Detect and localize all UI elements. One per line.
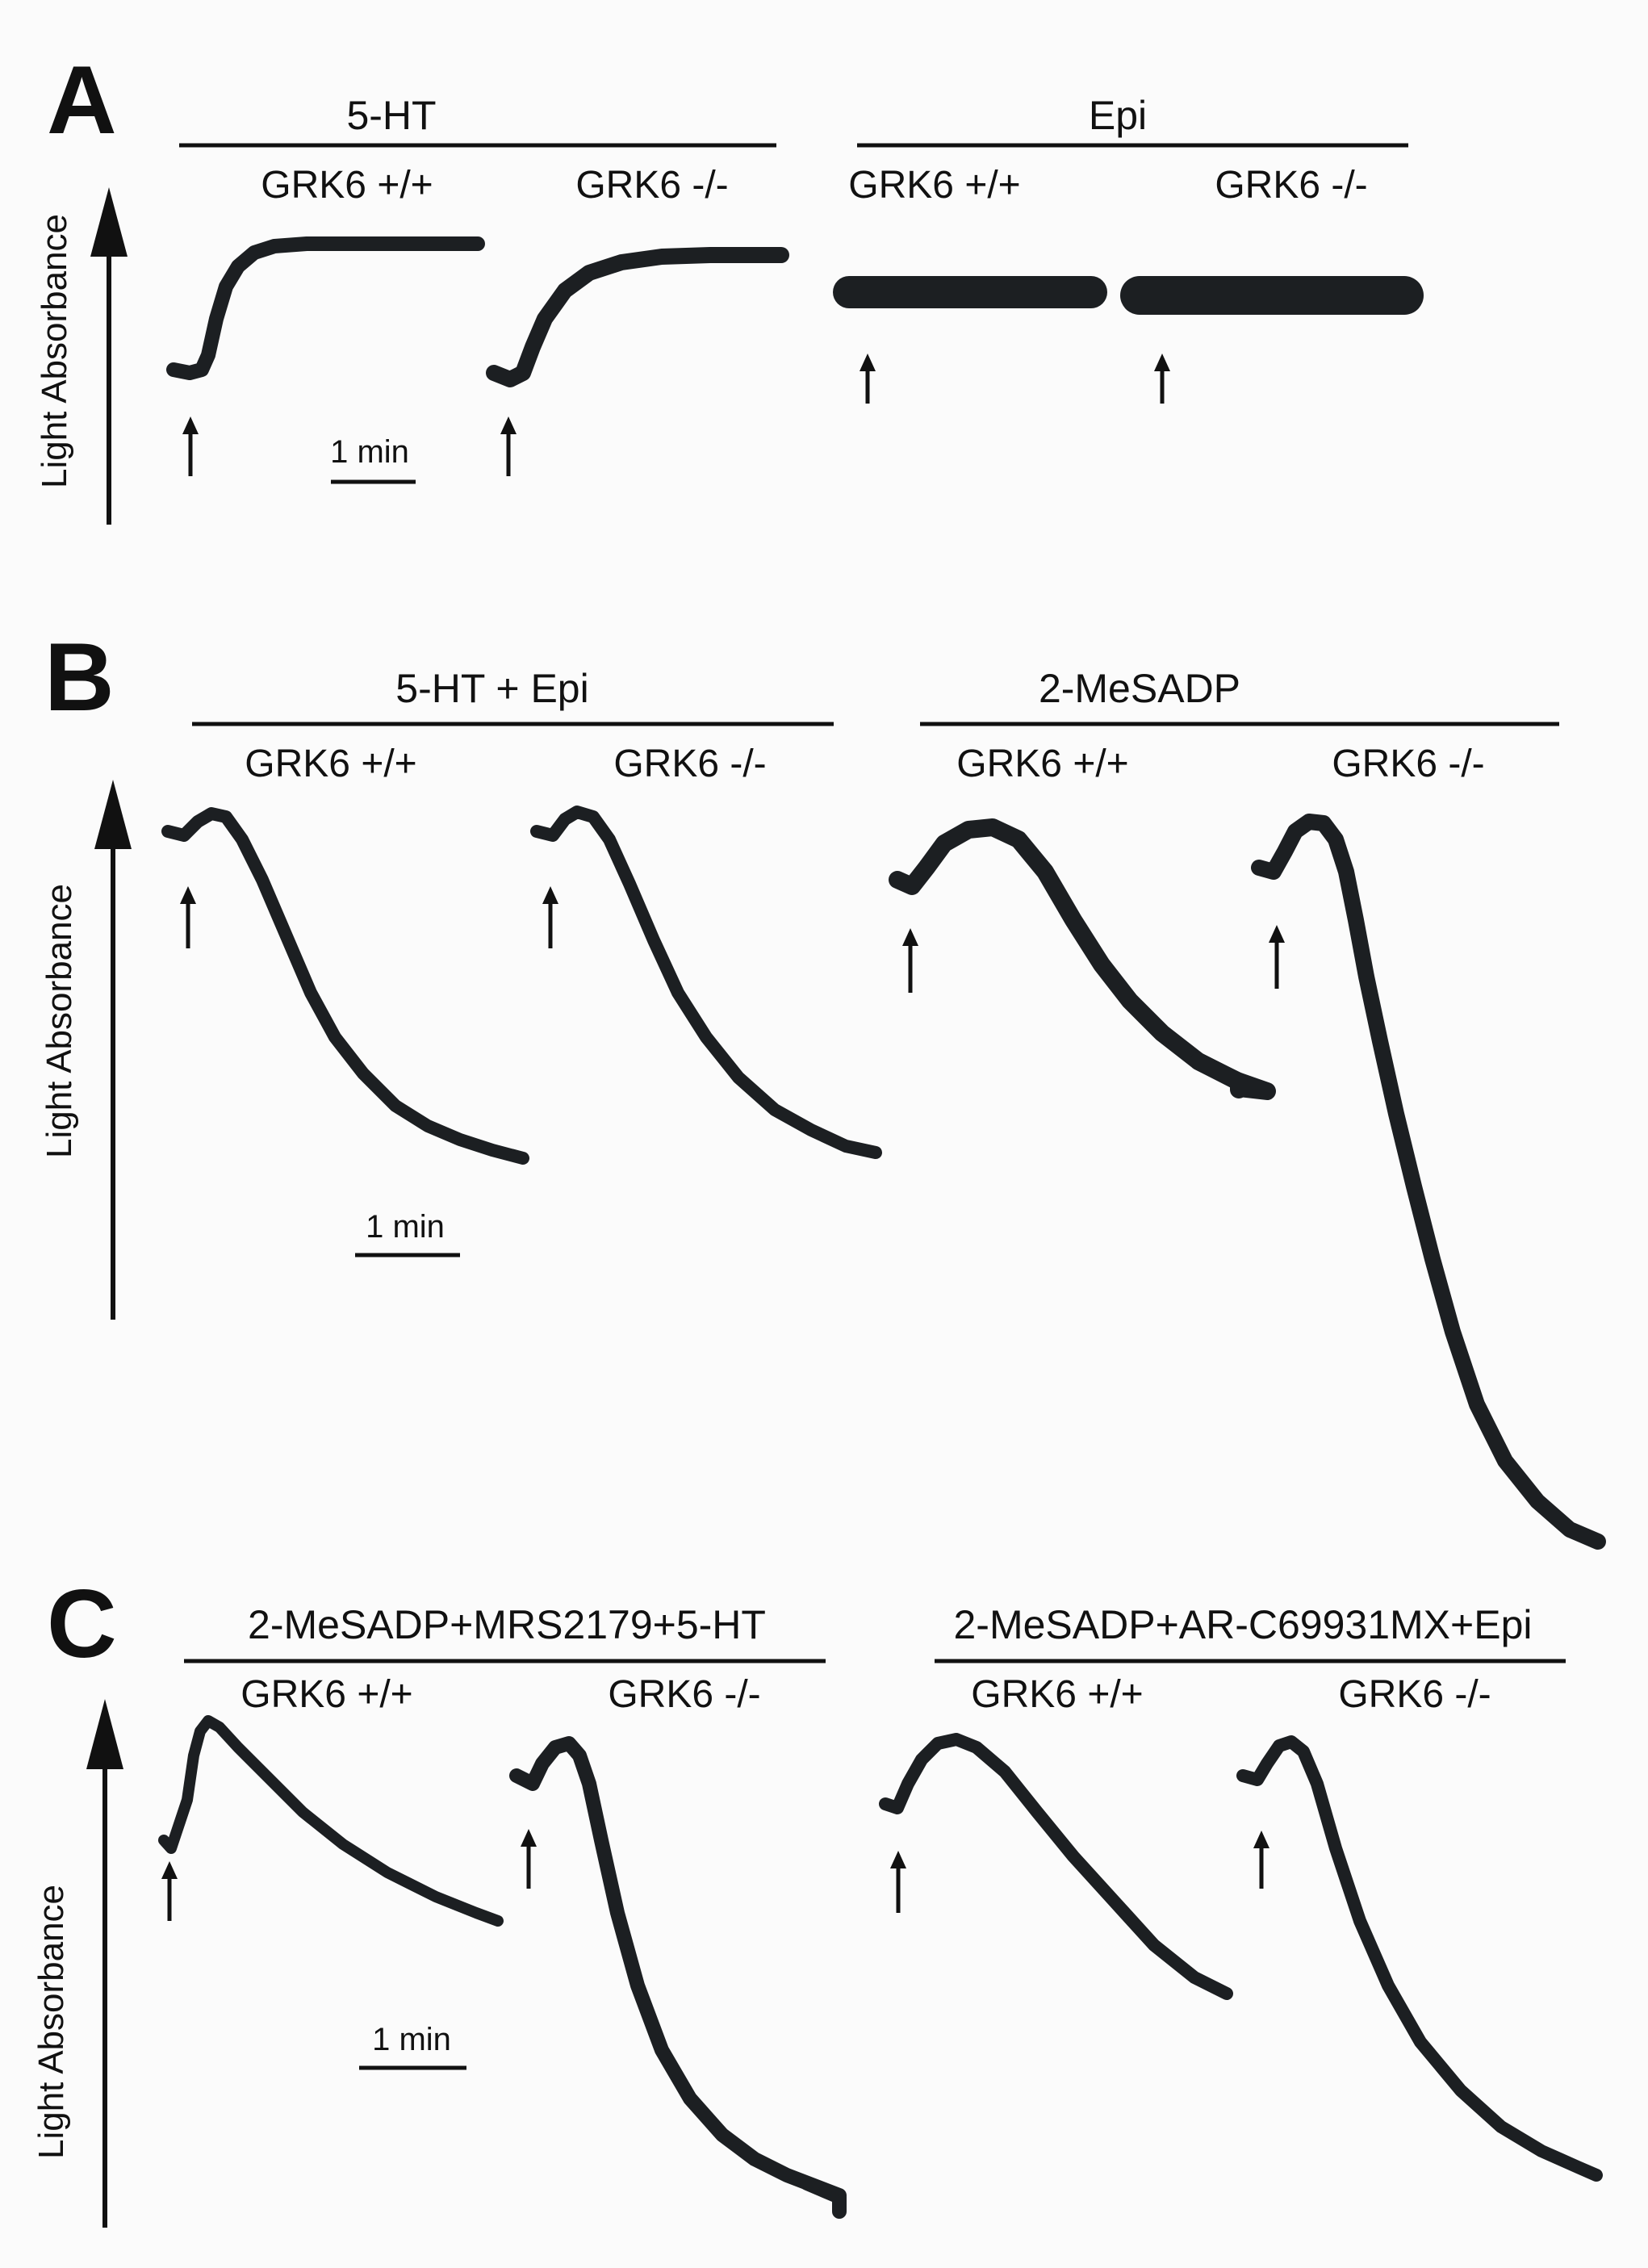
condition-label-c1: 2-MeSADP+MRS2179+5-HT — [248, 1602, 766, 1647]
trace-c3-wt — [879, 1733, 1233, 2000]
trace-c2-ko-tail — [800, 2176, 847, 2219]
stimulus-arrow-b1-wt — [180, 886, 196, 948]
y-axis-arrowhead-a — [90, 187, 128, 257]
genotype-label-b2-wt: GRK6 +/+ — [956, 743, 1128, 785]
stimulus-arrow-c1-wt — [161, 1861, 178, 1921]
condition-label-a2: Epi — [1089, 93, 1147, 138]
trace-b3-wt — [889, 818, 1276, 1100]
genotype-label-c1-wt: GRK6 +/+ — [241, 1673, 412, 1716]
panel-c: C Light Absorbance 2-MeSADP+MRS2179+5-HT… — [31, 1570, 1603, 2228]
stimulus-arrow-c4-ko — [1253, 1831, 1269, 1889]
genotype-label-a2-wt: GRK6 +/+ — [848, 164, 1020, 207]
condition-label-b1: 5-HT + Epi — [395, 666, 588, 711]
trace-c2-ko — [509, 1736, 847, 2203]
y-axis-label-c: Light Absorbance — [31, 1885, 71, 2159]
trace-c4-ko — [1236, 1735, 1603, 2182]
genotype-label-c2-wt: GRK6 +/+ — [971, 1673, 1143, 1716]
stimulus-arrow-b2-ko — [542, 886, 558, 948]
condition-label-b2: 2-MeSADP — [1039, 666, 1240, 711]
scale-bar-label-a: 1 min — [330, 434, 409, 470]
stimulus-arrow-a2-ko — [500, 416, 517, 476]
scale-bar-label-b: 1 min — [366, 1209, 445, 1245]
condition-label-c2: 2-MeSADP+AR-C69931MX+Epi — [954, 1602, 1533, 1647]
trace-b1-wt — [161, 807, 529, 1165]
stimulus-arrow-a3-wt — [860, 354, 876, 404]
stimulus-arrow-c3-wt — [890, 1851, 906, 1913]
stimulus-arrow-c2-ko — [521, 1829, 537, 1889]
panel-b: B Light Absorbance 5-HT + Epi GRK6 +/+ G… — [40, 623, 1606, 1550]
trace-c1-wt — [158, 1715, 504, 1927]
y-axis-label-b: Light Absorbance — [40, 884, 79, 1158]
trace-b3-wt-end — [1190, 1052, 1248, 1098]
stimulus-arrow-a1-wt — [182, 416, 199, 476]
condition-label-a1: 5-HT — [346, 93, 436, 138]
stimulus-arrow-b3-wt — [902, 928, 918, 993]
trace-b4-ko — [1251, 814, 1606, 1550]
trace-b2-ko — [530, 806, 882, 1159]
genotype-label-b1-ko: GRK6 -/- — [613, 743, 766, 785]
genotype-label-b2-ko: GRK6 -/- — [1332, 743, 1484, 785]
y-axis-arrowhead-c — [86, 1699, 123, 1769]
panel-letter-b: B — [44, 623, 115, 731]
genotype-label-c1-ko: GRK6 -/- — [608, 1673, 760, 1716]
y-axis-arrowhead-b — [94, 780, 132, 849]
panel-letter-c: C — [47, 1570, 117, 1678]
stimulus-arrow-b4-ko — [1269, 925, 1285, 989]
y-axis-label-a: Light Absorbance — [35, 214, 74, 488]
panel-letter-a: A — [47, 46, 117, 154]
genotype-label-a2-ko: GRK6 -/- — [1215, 164, 1367, 207]
trace-a2-ko — [486, 247, 789, 387]
scale-bar-label-c: 1 min — [372, 2022, 451, 2057]
trace-a1-wt — [166, 236, 485, 380]
genotype-label-a1-ko: GRK6 -/- — [575, 164, 728, 207]
genotype-label-c2-ko: GRK6 -/- — [1338, 1673, 1491, 1716]
genotype-label-a1-wt: GRK6 +/+ — [261, 164, 433, 207]
genotype-label-b1-wt: GRK6 +/+ — [245, 743, 416, 785]
panel-a: A Light Absorbance 5-HT GRK6 +/+ GRK6 -/… — [35, 46, 1424, 525]
stimulus-arrow-a4-ko — [1154, 354, 1170, 404]
